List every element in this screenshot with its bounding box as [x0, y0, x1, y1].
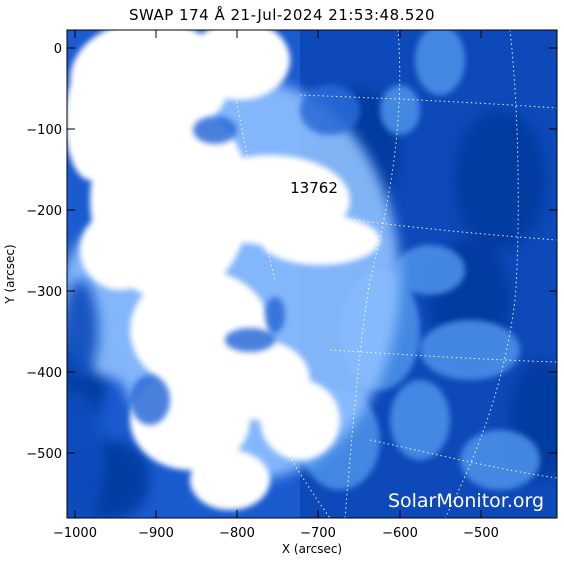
watermark: SolarMonitor.org	[388, 490, 544, 512]
y-tick-label: −200	[26, 204, 62, 219]
x-tick-label: −600	[382, 526, 418, 541]
y-axis-label: Y (arcsec)	[3, 244, 17, 304]
plot-frame	[66, 29, 558, 519]
x-tick-label: −900	[138, 526, 174, 541]
y-tick-label: −500	[26, 447, 62, 462]
y-tick-label: −300	[26, 285, 62, 300]
y-tick-label: −100	[26, 123, 62, 138]
x-tick-label: −1000	[53, 526, 97, 541]
x-axis-ticks	[74, 30, 482, 518]
y-axis-ticks	[67, 47, 557, 454]
y-tick-label: −400	[26, 366, 62, 381]
image-title: SWAP 174 Å 21-Jul-2024 21:53:48.520	[128, 6, 436, 24]
y-tick-label: 0	[54, 42, 62, 57]
active-region-label: 13762	[290, 179, 338, 197]
x-axis-label: X (arcsec)	[282, 542, 342, 556]
x-tick-label: −800	[219, 526, 255, 541]
euv-image	[67, 30, 557, 518]
x-tick-label: −700	[300, 526, 336, 541]
x-tick-label: −500	[463, 526, 499, 541]
